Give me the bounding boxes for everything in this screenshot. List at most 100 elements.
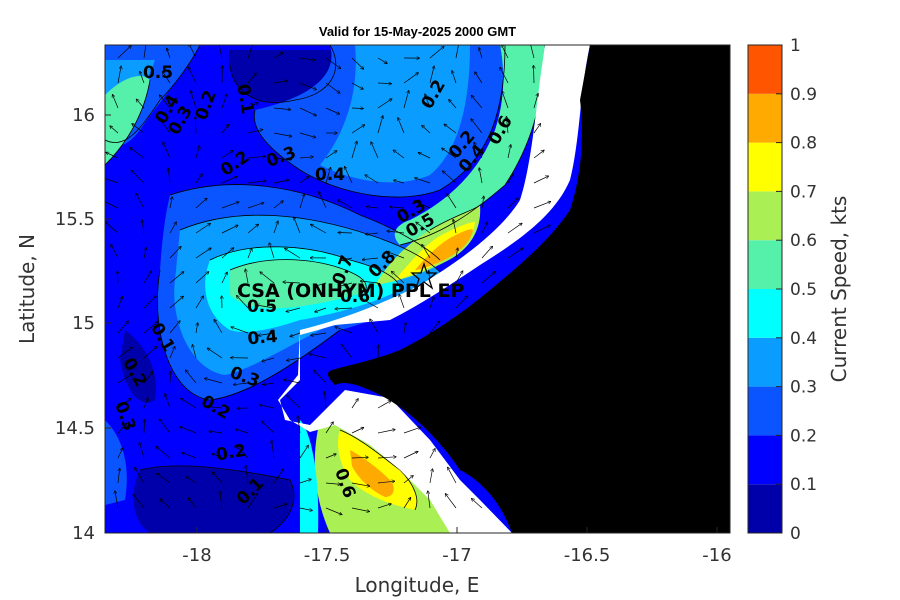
current-arrow xyxy=(262,357,275,361)
current-arrow xyxy=(507,174,513,184)
current-arrow xyxy=(140,71,145,84)
current-arrow xyxy=(221,177,237,184)
current-arrow xyxy=(130,148,145,159)
current-arrow xyxy=(342,257,353,260)
current-arrow xyxy=(403,427,421,434)
current-arrow xyxy=(117,398,131,409)
current-arrow xyxy=(403,498,411,509)
current-arrow xyxy=(481,346,488,359)
station-label: CSA (ONHYM) PPL EP xyxy=(237,280,464,302)
current-arrow xyxy=(403,374,418,384)
current-arrow xyxy=(165,394,171,409)
speed-fill-0.8-0.9 xyxy=(415,229,473,270)
land-and-mask xyxy=(278,45,730,533)
speed-fill-0.3-0.4-nn xyxy=(385,45,455,171)
current-arrow xyxy=(377,374,384,384)
current-arrow xyxy=(245,269,249,284)
current-arrow xyxy=(284,380,301,384)
current-arrow xyxy=(338,233,353,234)
current-arrow xyxy=(501,45,509,59)
current-arrow xyxy=(273,221,278,234)
current-arrow xyxy=(311,332,327,335)
current-arrow xyxy=(482,372,483,384)
current-arrow xyxy=(106,152,119,159)
contour-label: 0.5 xyxy=(247,297,277,317)
speed-fill-0.2-0.3-sw xyxy=(105,420,127,505)
current-arrow xyxy=(335,327,353,334)
current-arrow xyxy=(218,45,223,59)
current-arrow xyxy=(298,416,301,434)
speed-fill-0.5-0.6-coast xyxy=(394,45,545,245)
current-arrow xyxy=(169,197,172,209)
current-arrow xyxy=(133,494,145,509)
current-arrow xyxy=(531,491,535,509)
current-arrow xyxy=(479,168,483,184)
current-arrow xyxy=(170,372,171,384)
current-arrow xyxy=(338,200,353,209)
current-arrow xyxy=(520,348,535,359)
current-arrow xyxy=(105,200,119,209)
current-arrow xyxy=(482,196,484,209)
current-arrow xyxy=(481,246,492,259)
current-arrow xyxy=(505,345,509,359)
current-arrow xyxy=(157,473,171,484)
current-arrow xyxy=(481,272,495,284)
current-arrow xyxy=(363,299,379,309)
current-arrow xyxy=(469,446,483,459)
current-arrow xyxy=(111,244,119,259)
current-arrow xyxy=(168,168,171,184)
current-arrow xyxy=(452,442,457,459)
current-arrow xyxy=(325,57,341,69)
current-arrow xyxy=(117,271,118,284)
current-arrow xyxy=(429,424,439,434)
x-axis: -18 -17.5 -17 -16.5 -16 Longitude, E xyxy=(182,527,732,597)
contour-label: 0.4 xyxy=(247,327,279,350)
y-axis: 16 15.5 15 14.5 14 Latitude, N xyxy=(15,105,111,544)
current-arrow xyxy=(182,453,197,459)
current-arrow xyxy=(502,91,509,109)
current-arrow xyxy=(117,348,132,359)
current-arrow xyxy=(325,422,333,434)
current-arrow xyxy=(143,322,158,334)
colorbar-swatch xyxy=(748,435,782,485)
current-arrow xyxy=(422,245,431,259)
current-arrow xyxy=(499,370,509,384)
current-arrow xyxy=(390,207,405,208)
current-arrow xyxy=(258,332,275,336)
current-arrow xyxy=(259,405,275,409)
current-arrow xyxy=(221,248,234,259)
current-arrow xyxy=(117,374,133,384)
contour-label: 0.5 xyxy=(143,63,173,83)
current-arrow xyxy=(191,91,197,109)
current-arrow xyxy=(455,296,468,309)
current-arrow xyxy=(142,220,145,234)
current-arrow xyxy=(472,419,483,434)
current-arrow xyxy=(237,446,249,459)
current-arrow xyxy=(455,322,470,334)
current-arrow xyxy=(325,82,340,93)
current-arrow xyxy=(299,157,313,158)
current-arrow xyxy=(507,223,522,234)
current-arrow xyxy=(351,368,352,384)
current-arrow xyxy=(414,201,431,209)
current-arrow xyxy=(287,396,301,409)
map-title: Valid for 15-May-2025 2000 GMT xyxy=(318,24,517,39)
current-arrow xyxy=(236,429,249,434)
current-arrow xyxy=(325,151,337,159)
current-arrow xyxy=(144,420,145,434)
colorbar-swatch xyxy=(748,386,782,436)
current-arrow xyxy=(351,141,357,159)
current-arrow xyxy=(429,297,434,309)
current-arrow xyxy=(517,378,535,384)
current-arrow xyxy=(169,272,184,284)
current-arrow xyxy=(362,258,379,260)
current-arrow xyxy=(117,423,127,434)
land-mass xyxy=(328,45,730,533)
current-arrow xyxy=(269,243,275,259)
current-arrow xyxy=(273,53,283,59)
current-arrow xyxy=(186,477,197,484)
current-arrow xyxy=(370,319,379,334)
current-arrow xyxy=(500,68,509,84)
current-arrow xyxy=(247,493,258,509)
current-arrow xyxy=(479,48,483,59)
